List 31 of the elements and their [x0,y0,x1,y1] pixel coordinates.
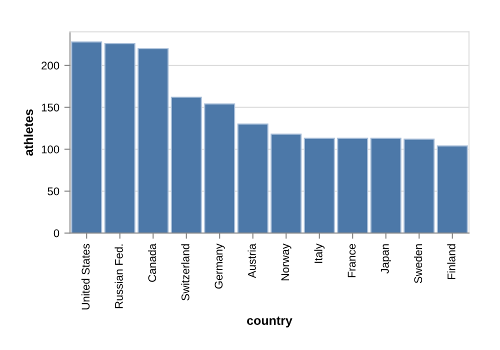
x-tick-label: Japan [381,244,392,274]
x-tick-label: Italy [314,244,325,263]
x-tick-label: Switzerland [181,244,190,300]
y-tick-label: 100 [42,146,60,154]
bar [237,124,268,234]
bar [204,103,236,234]
bar [104,43,136,234]
y-tick-label: 150 [42,104,60,112]
y-tick-label: 200 [42,62,60,70]
bar [170,96,202,234]
x-tick-label: Canada [148,244,156,282]
x-tick-label: Austria [248,244,256,278]
y-tick-label: 0 [54,229,60,238]
x-tick-label: Norway [281,244,292,280]
bar [71,41,102,234]
x-tick-label: Finland [447,244,456,280]
x-tick-label: France [348,244,356,278]
x-tick-label: Germany [214,244,225,289]
y-tick-label: 50 [48,187,60,196]
bar [337,138,368,234]
bar [304,138,335,234]
x-tick-label: Sweden [414,244,422,284]
bar [270,134,302,234]
bar [404,138,435,234]
x-tick-label: Russian Fed. [114,244,123,308]
x-axis-title: country [247,316,292,328]
y-axis-title: athletes [24,109,34,156]
x-tick-label: United States [81,244,90,310]
bar [370,138,402,234]
bar [138,48,169,234]
bar [436,145,468,234]
